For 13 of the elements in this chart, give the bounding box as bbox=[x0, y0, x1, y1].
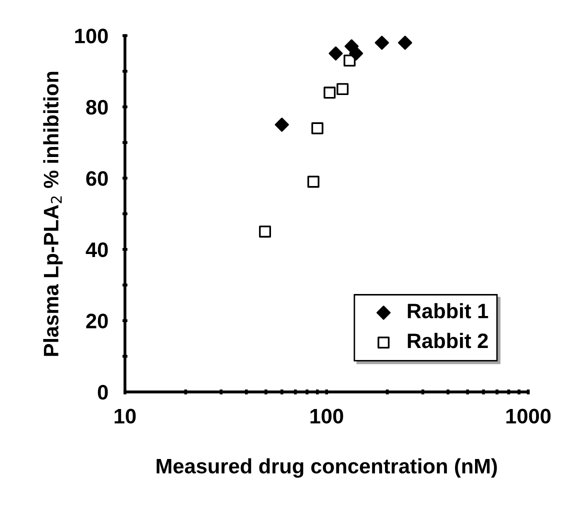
x-tick-label: 10 bbox=[114, 408, 136, 424]
y-tick-label: 100 bbox=[75, 28, 108, 44]
x-tick-label: 100 bbox=[310, 408, 344, 424]
x-tick-label: 1000 bbox=[506, 408, 551, 424]
y-tick-label: 80 bbox=[86, 100, 108, 115]
legend-label: Rabbit 1 bbox=[408, 303, 488, 318]
x-axis-title: Measured drug concentration (nM) bbox=[156, 458, 497, 478]
y-tick-label: 0 bbox=[98, 384, 108, 400]
y-tick-label: 20 bbox=[86, 314, 108, 328]
y-axis-title: Plasma Lp-PLA$_{2}$ % inhibition bbox=[43, 72, 63, 356]
y-tick-label: 60 bbox=[86, 171, 108, 186]
y-tick-label: 40 bbox=[86, 242, 108, 258]
legend-label: Rabbit 2 bbox=[408, 332, 488, 348]
